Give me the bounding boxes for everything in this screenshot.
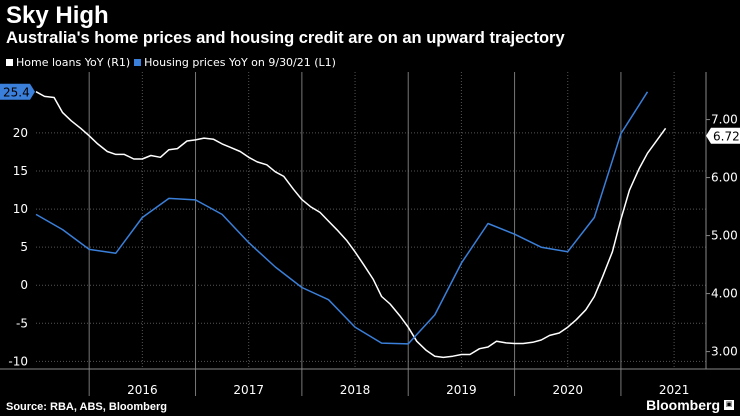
housing-prices-line xyxy=(35,91,649,345)
legend: Home loans YoY (R1) Housing prices YoY o… xyxy=(6,56,340,69)
left-tick-label: 5 xyxy=(20,240,28,254)
year-label: 2019 xyxy=(446,383,477,397)
brand-name: Bloomberg xyxy=(646,397,720,413)
year-label: 2018 xyxy=(340,383,371,397)
left-tick-label: 10 xyxy=(13,202,28,216)
left-tick-label: -5 xyxy=(16,316,28,330)
legend-item-housing-prices: Housing prices YoY on 9/30/21 (L1) xyxy=(134,56,336,69)
source-note: Source: RBA, ABS, Bloomberg xyxy=(6,401,167,413)
home-loans-line xyxy=(35,91,667,359)
legend-label-home-loans: Home loans YoY (R1) xyxy=(16,56,131,69)
right-tick-label: 5.00 xyxy=(711,229,738,243)
terminal-icon: ▣ xyxy=(724,400,734,410)
legend-swatch-housing-prices xyxy=(134,59,142,66)
left-tick-label: -10 xyxy=(8,354,28,368)
year-label: 2017 xyxy=(233,383,264,397)
legend-item-home-loans: Home loans YoY (R1) xyxy=(6,56,130,69)
left-tick-label: 15 xyxy=(13,164,28,178)
year-label: 2020 xyxy=(552,383,583,397)
legend-swatch-home-loans xyxy=(6,59,13,66)
right-tick-label: 7.00 xyxy=(711,113,738,127)
right-tick-label: 6.00 xyxy=(711,171,738,185)
year-label: 2016 xyxy=(127,383,158,397)
left-tick-label: 20 xyxy=(13,126,28,140)
brand-logo: Bloomberg ▣ xyxy=(646,397,734,413)
housing-prices-value-label: 25.4 xyxy=(3,85,30,99)
right-tick-label: 4.00 xyxy=(711,287,738,301)
chart-title: Sky High xyxy=(6,2,109,29)
year-label: 2021 xyxy=(659,383,690,397)
left-tick-label: 0 xyxy=(20,278,28,292)
home-loans-value-label: 6.72 xyxy=(713,129,740,143)
right-tick-label: 3.00 xyxy=(711,345,738,359)
legend-label-housing-prices: Housing prices YoY on 9/30/21 (L1) xyxy=(144,56,336,69)
housing-prices-value-badge xyxy=(0,83,35,100)
chart-subtitle: Australia's home prices and housing cred… xyxy=(6,29,565,47)
home-loans-value-badge xyxy=(706,127,740,144)
